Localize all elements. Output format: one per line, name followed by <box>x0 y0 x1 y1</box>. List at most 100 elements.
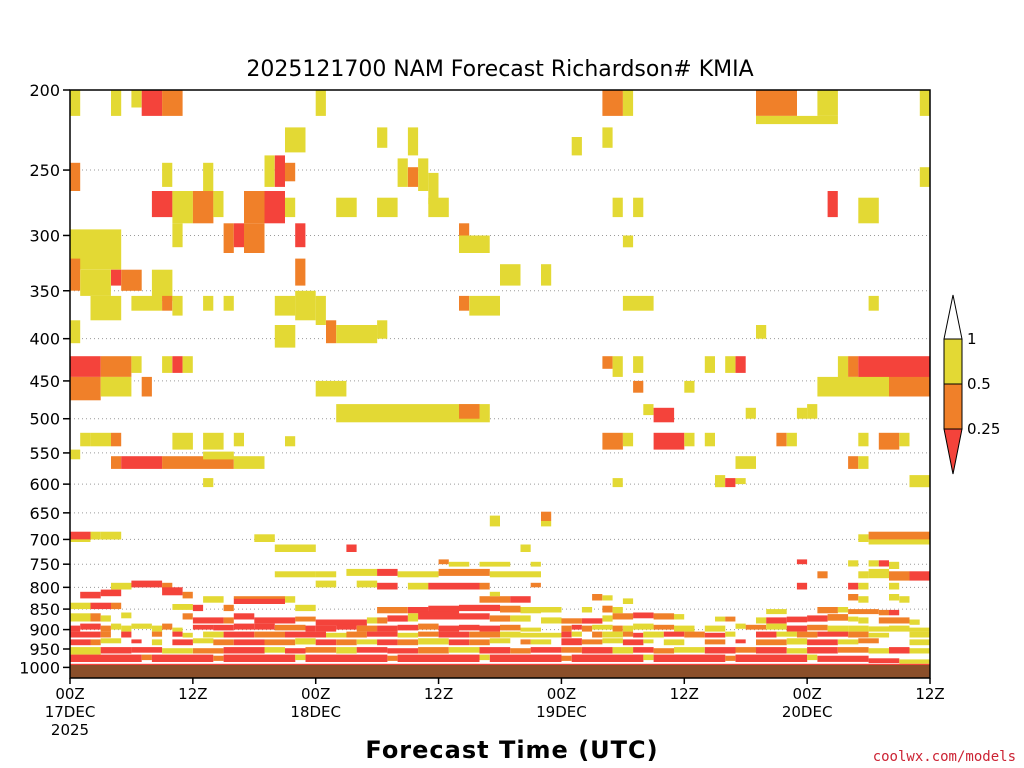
heat-cell <box>786 616 808 623</box>
heat-cell <box>756 631 777 638</box>
heat-cell <box>233 432 244 447</box>
heat-cell <box>622 432 634 447</box>
heat-cell <box>315 571 337 578</box>
heat-cell <box>162 587 183 596</box>
heat-cell <box>909 631 930 638</box>
heat-cell <box>121 456 163 469</box>
heat-cell <box>111 456 122 469</box>
heat-cell <box>305 625 316 632</box>
heat-cell <box>70 449 81 460</box>
heat-cell <box>397 158 408 187</box>
heat-cell <box>100 625 111 632</box>
heat-cell <box>121 612 132 619</box>
heat-cell <box>418 611 460 620</box>
heat-cell <box>111 90 122 116</box>
heat-cell <box>192 638 214 644</box>
heat-cell <box>643 631 664 638</box>
heat-cell <box>407 613 419 622</box>
heat-cell <box>541 521 552 527</box>
heat-cell <box>878 560 889 567</box>
heat-cell <box>213 655 224 661</box>
heat-cell <box>213 639 234 646</box>
heat-cell <box>223 295 234 311</box>
heat-cell <box>336 404 490 423</box>
heat-cell <box>858 617 869 624</box>
y-tick-label: 450 <box>29 372 60 391</box>
heat-cell <box>70 258 81 291</box>
heat-cell <box>162 90 183 116</box>
heat-cell <box>80 432 91 447</box>
heat-cell <box>592 631 603 638</box>
heat-cell <box>541 511 552 521</box>
heat-cell <box>336 647 357 654</box>
heat-cell <box>858 596 869 603</box>
heat-cell <box>70 539 91 542</box>
credit-text: coolwx.com/models <box>873 749 1016 765</box>
heat-cell <box>602 127 613 148</box>
heat-cell <box>111 229 122 270</box>
heat-cell <box>141 90 163 116</box>
heat-cell <box>612 197 623 218</box>
heat-cell <box>612 356 623 377</box>
heat-cell <box>418 638 449 645</box>
heat-cell <box>448 647 480 653</box>
chart-title: 2025121700 NAM Forecast Richardson# KMIA <box>246 57 753 82</box>
heat-cell <box>581 647 613 654</box>
heat-cell <box>203 631 224 638</box>
heat-cell <box>274 295 296 316</box>
heat-cell <box>377 607 408 614</box>
heat-cell <box>121 625 132 632</box>
heat-cell <box>704 632 726 638</box>
heat-cell <box>315 639 337 646</box>
heat-cell <box>131 623 152 629</box>
heat-cell <box>295 290 316 321</box>
heat-cell <box>295 616 316 622</box>
heat-cell <box>418 158 429 191</box>
heat-cell <box>182 632 193 638</box>
heat-cell <box>459 235 490 253</box>
heat-cell <box>70 654 142 662</box>
heat-cell <box>356 625 378 632</box>
heat-cell <box>70 625 81 632</box>
heat-cell <box>182 591 193 599</box>
heat-cell <box>889 609 900 616</box>
heat-cell <box>428 172 439 205</box>
heat-cell <box>766 623 787 630</box>
heat-cell <box>489 638 511 644</box>
heat-cell <box>459 624 480 631</box>
heat-cell <box>909 619 920 625</box>
heat-cell <box>70 376 101 401</box>
heat-cell <box>131 356 142 373</box>
heat-cell <box>223 631 255 638</box>
heat-cell <box>203 596 224 603</box>
heat-cell <box>80 591 101 599</box>
y-tick-label: 400 <box>29 330 60 349</box>
heat-cell <box>70 356 101 377</box>
x-tick-label: 12Z <box>178 685 207 703</box>
heat-cell <box>346 631 367 638</box>
heat-cell <box>377 582 398 590</box>
heat-cell <box>899 432 910 447</box>
heat-cell <box>70 162 81 191</box>
heat-cell <box>633 632 644 638</box>
heat-cell <box>254 623 275 630</box>
heat-cell <box>264 191 285 224</box>
heat-cell <box>643 404 654 416</box>
heat-cell <box>612 647 634 654</box>
heat-cell <box>407 607 429 614</box>
heat-cell <box>377 568 398 576</box>
heat-cell <box>100 631 111 638</box>
heat-cell <box>889 561 900 569</box>
heat-cell <box>581 607 593 613</box>
heat-cell <box>633 197 644 218</box>
heat-cell <box>479 582 490 590</box>
heat-cell <box>592 594 603 601</box>
heat-cell <box>274 544 316 552</box>
heatmap-cells <box>70 90 930 675</box>
heat-cell <box>295 223 306 248</box>
heat-cell <box>233 639 265 646</box>
heat-cell <box>111 582 132 590</box>
heat-cell <box>162 582 173 590</box>
heat-cell <box>868 295 879 311</box>
heat-cell <box>868 658 900 664</box>
